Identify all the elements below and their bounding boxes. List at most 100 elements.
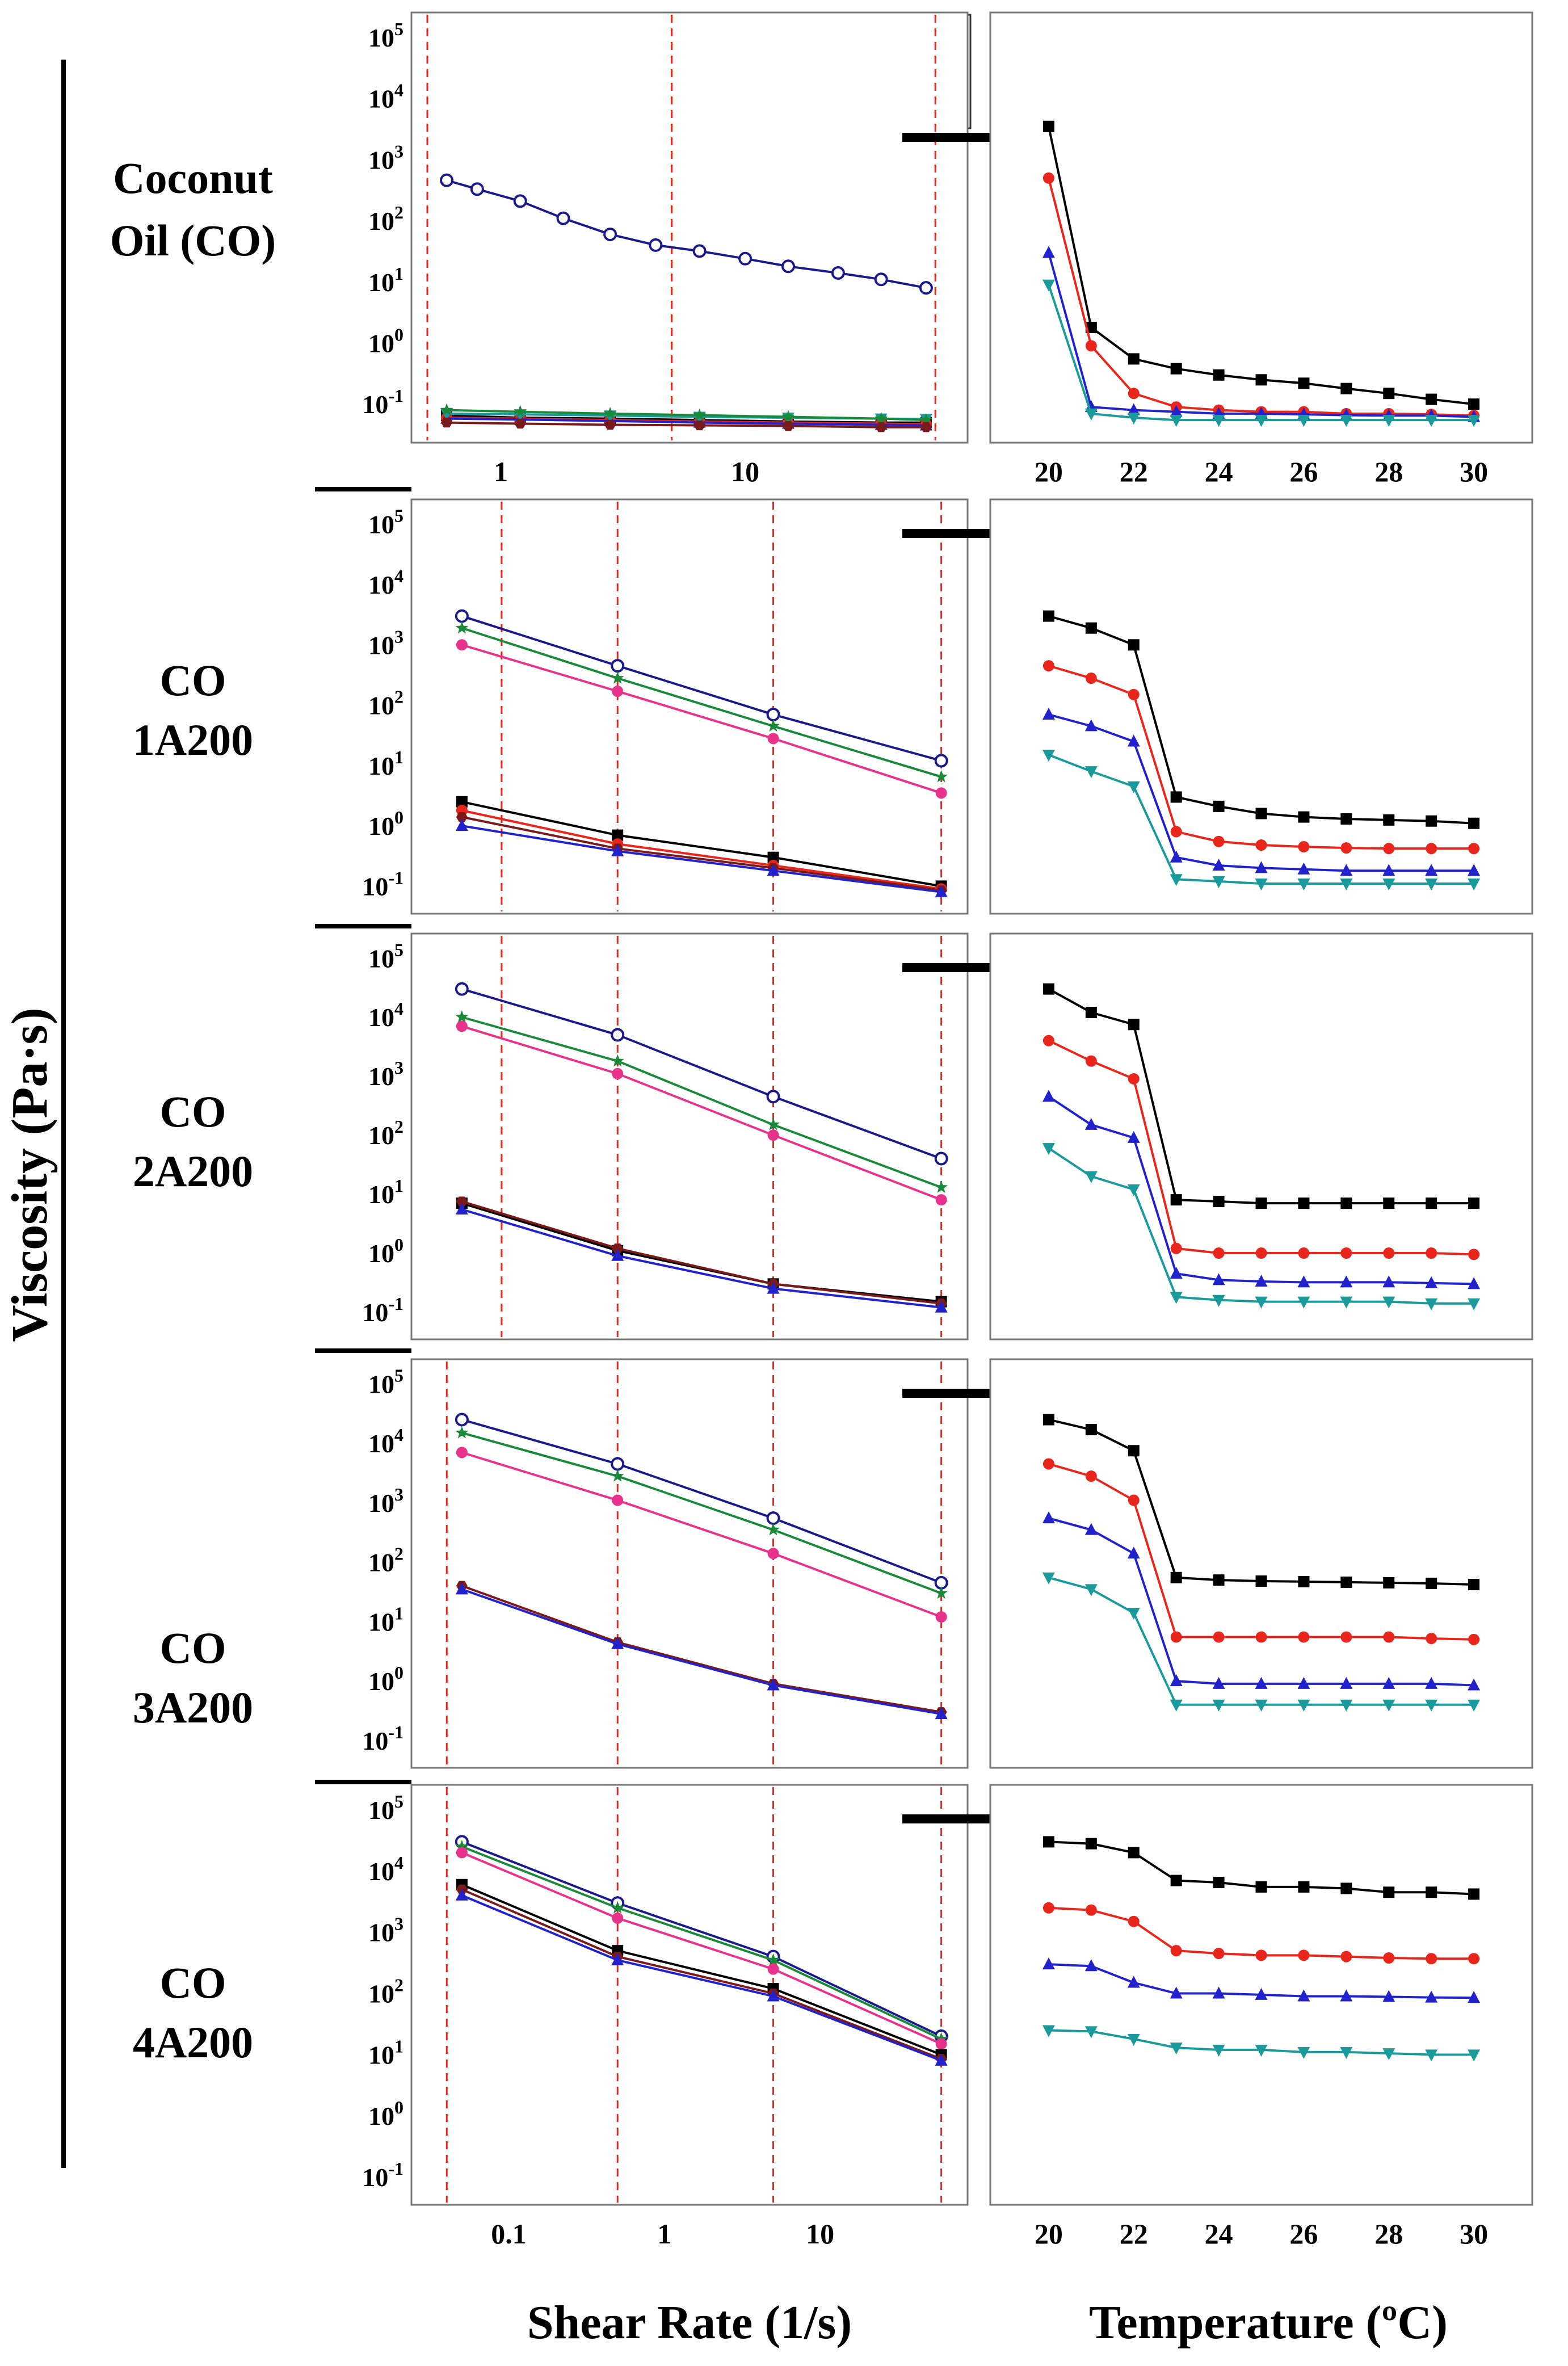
tick-exponent: 3 xyxy=(394,626,403,646)
data-point xyxy=(935,1194,947,1206)
tick-base: 10 xyxy=(368,23,394,52)
data-point xyxy=(1212,1676,1225,1689)
data-point xyxy=(1340,1676,1353,1689)
data-point xyxy=(1042,750,1055,762)
data-point xyxy=(611,1457,625,1471)
data-point xyxy=(1383,1631,1395,1643)
tick-base: 10 xyxy=(368,1607,394,1636)
data-point xyxy=(1170,1699,1183,1712)
sample-label-row3-line2: 3A200 xyxy=(133,1683,253,1732)
data-point xyxy=(1170,1631,1182,1643)
data-point xyxy=(1213,369,1225,381)
data-point xyxy=(456,1847,468,1859)
data-point xyxy=(1340,1989,1353,2002)
series-0 xyxy=(1042,1414,1480,1591)
y-tick-label: 100 xyxy=(368,807,403,841)
data-point xyxy=(1297,862,1310,875)
tick-base: 10 xyxy=(362,1298,388,1327)
y-tick-label: 104 xyxy=(368,1424,403,1458)
tick-base: 10 xyxy=(368,1918,394,1947)
data-point xyxy=(781,259,795,274)
series-2 xyxy=(1042,1957,1481,2003)
data-point xyxy=(1128,688,1140,700)
data-point xyxy=(1297,1989,1310,2002)
data-point xyxy=(1340,1275,1353,1288)
series-2 xyxy=(1042,708,1481,876)
series-1 xyxy=(455,1426,948,1599)
data-point xyxy=(1128,1494,1140,1506)
data-point xyxy=(1213,1877,1225,1889)
tick-base: 10 xyxy=(368,691,394,720)
tick-exponent: 0 xyxy=(394,807,403,827)
data-point xyxy=(738,251,753,266)
data-point xyxy=(1127,1131,1140,1143)
plot-frame xyxy=(410,1358,969,1769)
data-point xyxy=(1255,415,1268,427)
tick-base: 10 xyxy=(368,1003,394,1032)
data-point xyxy=(934,754,948,768)
data-point xyxy=(1128,1445,1140,1457)
data-point xyxy=(1084,408,1098,421)
data-point xyxy=(440,408,453,421)
series-line xyxy=(461,1418,942,1584)
data-point xyxy=(470,182,484,196)
data-point xyxy=(1212,1273,1225,1285)
tick-exponent: 1 xyxy=(394,1603,403,1623)
plot-frame xyxy=(989,932,1533,1340)
data-point xyxy=(1340,1631,1352,1643)
data-point xyxy=(1468,415,1481,427)
data-point xyxy=(1255,1881,1267,1893)
data-point xyxy=(556,211,570,225)
data-point xyxy=(1340,864,1353,876)
data-point xyxy=(611,1901,624,1914)
tick-base: 10 xyxy=(368,1180,394,1209)
data-point xyxy=(1042,1902,1054,1914)
data-point xyxy=(1340,1699,1353,1712)
data-point xyxy=(1170,363,1182,375)
data-point xyxy=(1084,1584,1098,1596)
data-point xyxy=(1213,1948,1225,1960)
data-point xyxy=(1468,1197,1480,1209)
data-point xyxy=(1212,415,1225,427)
data-point xyxy=(1042,1143,1055,1155)
data-point xyxy=(1213,1631,1225,1643)
data-point xyxy=(612,1068,624,1079)
data-point xyxy=(1382,864,1395,876)
data-point xyxy=(1297,1676,1310,1689)
y-tick-label: 10-1 xyxy=(362,2158,403,2192)
data-point xyxy=(1340,2046,1353,2059)
data-point xyxy=(693,408,707,421)
series-0 xyxy=(455,982,948,1166)
y-tick-label: 101 xyxy=(368,1175,403,1209)
data-point xyxy=(514,405,527,418)
data-point xyxy=(455,621,469,634)
data-point xyxy=(612,829,624,841)
series-1 xyxy=(455,621,948,783)
data-point xyxy=(1042,1836,1054,1848)
data-point xyxy=(1297,2046,1310,2059)
tick-base: 10 xyxy=(368,1121,394,1150)
data-point xyxy=(935,1586,948,1599)
data-point xyxy=(1298,1247,1310,1259)
series-line xyxy=(461,1200,941,1305)
sample-label-row0-line1: Coconut xyxy=(113,153,273,203)
data-point xyxy=(1297,879,1310,891)
series-5 xyxy=(455,1203,948,1313)
x-tick-label: 10 xyxy=(806,2218,834,2250)
series-3 xyxy=(1042,1572,1481,1712)
data-point xyxy=(767,719,780,732)
data-point xyxy=(1213,1247,1225,1259)
data-point xyxy=(1084,1117,1098,1130)
series-1 xyxy=(455,1010,948,1193)
data-point xyxy=(1255,1275,1268,1287)
tick-base: 10 xyxy=(368,1548,394,1577)
data-point xyxy=(1255,2044,1268,2057)
data-point xyxy=(1426,815,1437,827)
series-3 xyxy=(1042,750,1481,891)
data-point xyxy=(1084,766,1098,779)
y-tick-label: 10-1 xyxy=(362,867,403,901)
series-0 xyxy=(455,1413,948,1590)
x-tick-label: 20 xyxy=(1035,2218,1063,2250)
data-point xyxy=(1042,1458,1054,1470)
